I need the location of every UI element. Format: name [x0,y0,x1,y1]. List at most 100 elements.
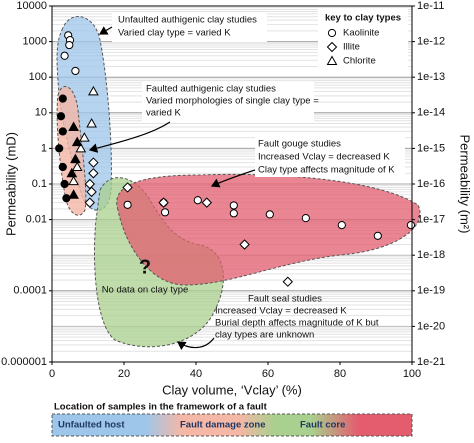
y-tick-label: 10 [35,107,47,119]
legend-title: key to clay types [325,13,401,24]
point [68,175,79,186]
point [282,276,294,287]
framework-label: Fault core [300,420,345,431]
legend-symbol [326,55,338,65]
point [158,197,169,208]
point [88,157,99,168]
arrow [177,337,215,350]
y2-tick-label: 1e-12 [417,36,445,48]
legend: key to clay types Kaolinite Illite Chlorit… [318,8,408,74]
x-axis-title: Clay volume, ‘Vclay’ (%) [162,382,302,397]
y-tick-label: 0.1 [32,178,47,190]
point [193,196,202,205]
point [66,167,78,178]
y2-tick-label: 1e-20 [417,320,445,332]
arrow [88,121,171,153]
annotations: Unfaulted authigenic clay studies Varied… [88,12,405,350]
arrow [210,169,256,188]
point [406,221,416,230]
annotation: Varied clay type = varied K [118,28,231,39]
annotation-box [142,82,314,122]
x-tick-label: 100 [403,368,421,380]
y-axis-title: Permeability (mD) [3,132,18,236]
y2-axis-title: Permeability (m²) [458,135,473,234]
point [337,221,346,230]
y2-tick-label: 1e-14 [417,107,445,119]
point [58,127,67,136]
x-tick-label: 40 [190,368,202,380]
point [71,136,83,147]
x-tick-label: 20 [118,368,130,380]
point [88,85,99,96]
y-tick-label: 1 [41,142,47,154]
point [86,186,97,198]
point [373,231,382,240]
point [123,200,132,209]
point [60,179,69,189]
point [68,189,79,199]
point [75,142,87,153]
point [86,117,97,128]
annotation: No data on clay type [102,285,189,296]
y2-tick-label: 1e-13 [417,71,445,83]
point [68,121,79,131]
point [58,162,67,172]
point [201,197,213,208]
framework-bar [51,413,413,437]
point [239,239,250,250]
y2-tick-label: 1e-19 [417,285,445,297]
annotation: Faulted authigenic clay studies [146,84,276,95]
annotation: Unfaulted authigenic clay studies [118,15,257,26]
legend-symbol [326,41,338,53]
y-tick-label: 0.01 [26,214,47,226]
annotation: Fault seal studies [248,294,322,305]
point [301,214,310,223]
y-tick-label: 100 [29,71,47,83]
legend-label: Chlorite [343,56,376,67]
point [70,153,81,164]
points [55,31,416,287]
point [229,209,238,218]
point [71,161,83,172]
y-tick-label: 0.000001 [1,356,47,368]
y2-tick-label: 1e-15 [417,142,445,154]
point [60,51,69,60]
annotation: Clay type affects magnitude of K [258,165,395,176]
x-tick-label: 0 [49,368,55,380]
point [55,144,64,153]
y2-tick-label: 1e-16 [417,178,445,190]
annotation: Fault gouge studies [258,139,341,150]
point [160,208,170,217]
annotation: Increased Vclay = decreased K [258,152,390,163]
x-tick-label: 60 [262,368,274,380]
point [65,40,74,50]
y2-tick-label: 1e-18 [417,249,445,261]
x-tick-label: 80 [334,368,346,380]
y-tick-label: 1000 [23,36,47,48]
y2-tick-label: 1e-17 [417,214,445,226]
annotation: ? [139,256,151,278]
point [265,210,274,219]
framework-title: Location of samples in the framework of … [54,402,268,413]
annotation-box [112,12,267,42]
legend-symbol [327,28,337,38]
annotation: clay types are unknown [215,330,314,341]
y2-tick-label: 1e-21 [417,356,445,368]
annotation: Burial depth affects magnitude of K but [215,318,379,329]
y-tick-label: 0.0001 [13,285,47,297]
legend-label: Kaolinite [343,28,379,39]
annotation: Varied morphologies of single clay type … [146,96,319,107]
core-region [116,173,421,286]
y-tick-label: 10000 [16,0,47,12]
y2-tick-label: 1e-11 [417,0,444,12]
annotation: Increased Vclay = decreased K [215,306,347,317]
point [88,168,99,179]
point [58,94,67,103]
point [79,132,90,142]
point [71,66,80,76]
legend-label: Illite [343,42,360,53]
framework-label: Unfaulted host [58,420,125,431]
framework-label: Fault damage zone [180,420,266,431]
point [229,201,238,210]
annotation: varied K [146,108,182,119]
